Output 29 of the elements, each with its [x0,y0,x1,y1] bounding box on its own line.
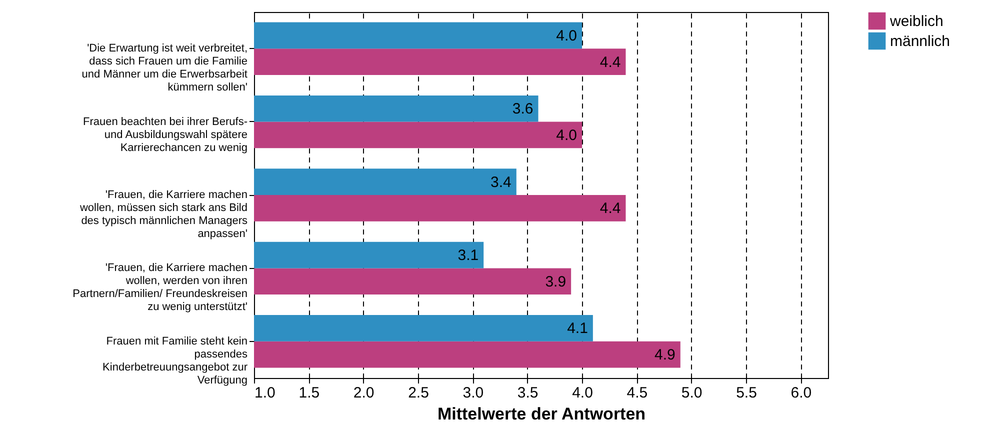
x-tick-label: 6.0 [790,384,812,402]
data-label: 3.1 [458,247,479,264]
y-tick-label: Frauen beachten bei ihrer Berufs- und Ausbildungswahl spätere Karrierechancen zu wenig [83,116,248,154]
x-tick-label: 1.0 [254,384,276,402]
x-tick-label: 4.0 [572,384,593,402]
data-label: 4.9 [654,346,676,364]
y-tick-label: 'Frauen, die Karriere machen wollen, müssen sich stark ans Bild des typisch männlichen Managers anpassen' [78,189,248,240]
x-tick-label: 3.0 [462,384,484,402]
data-label: 4.4 [600,200,621,218]
data-label: 4.0 [556,126,577,144]
x-axis-title: Mittelwerte der Antworten [437,404,646,424]
x-tick-label: 5.5 [736,384,757,402]
x-tick-label: 4.5 [626,384,648,402]
x-tick-label: 2.0 [353,384,374,402]
data-label: 4.4 [600,54,621,71]
y-tick-label: 'Die Erwartung ist weit verbreitet, dass sich Frauen um die Familie und Männer um die Erwerbsarbeit kümmern sollen' [82,42,248,94]
legend-label: weiblich [889,13,944,30]
data-label: 3.4 [490,174,512,191]
data-label: 4.0 [556,27,577,44]
legend-label: männlich [890,33,950,50]
x-tick-label: 1.5 [298,384,320,402]
y-tick-label: Frauen mit Familie steht kein passendes Kinderbetreuungsangebot zur Verfügung [102,335,248,386]
data-label: 3.6 [512,100,534,118]
data-label: 3.9 [545,273,566,290]
x-tick-label: 3.5 [517,384,538,402]
x-tick-label: 5.0 [681,384,702,402]
y-tick-label: 'Frauen, die Karriere machen wollen, werden von ihren Partnern/Familien/ Freundeskreisen zu wenig unterstützt' [72,262,248,314]
x-tick-label: 2.5 [408,384,429,402]
data-label: 4.1 [567,320,588,338]
